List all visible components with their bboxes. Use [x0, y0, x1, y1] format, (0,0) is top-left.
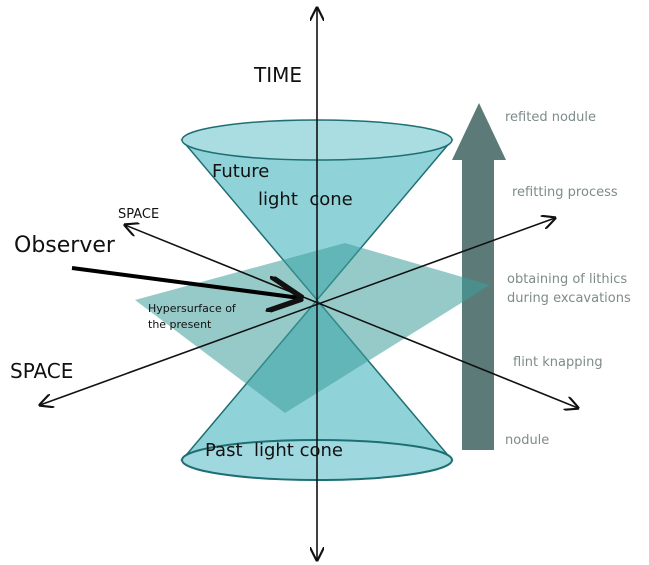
observer-label: Observer	[14, 233, 116, 258]
process-label: nodule	[505, 433, 549, 448]
hypersurface-label: the present	[148, 318, 212, 331]
process-label: during excavations	[507, 291, 631, 306]
cone-label: Future	[212, 161, 269, 182]
process-label: obtaining of lithics	[507, 272, 627, 287]
process-label: flint knapping	[513, 355, 603, 370]
process-label: refited nodule	[505, 110, 596, 125]
cone-label: Past light cone	[205, 440, 343, 461]
cone-label: light cone	[258, 189, 353, 210]
hypersurface-label: Hypersurface of	[148, 302, 237, 315]
process-label: refitting process	[512, 185, 618, 200]
diagram: TIME SPACE SPACE Observer Future light c…	[0, 0, 649, 565]
space-label: SPACE	[118, 207, 159, 222]
time-label: TIME	[253, 63, 302, 87]
space-label: SPACE	[10, 359, 73, 383]
